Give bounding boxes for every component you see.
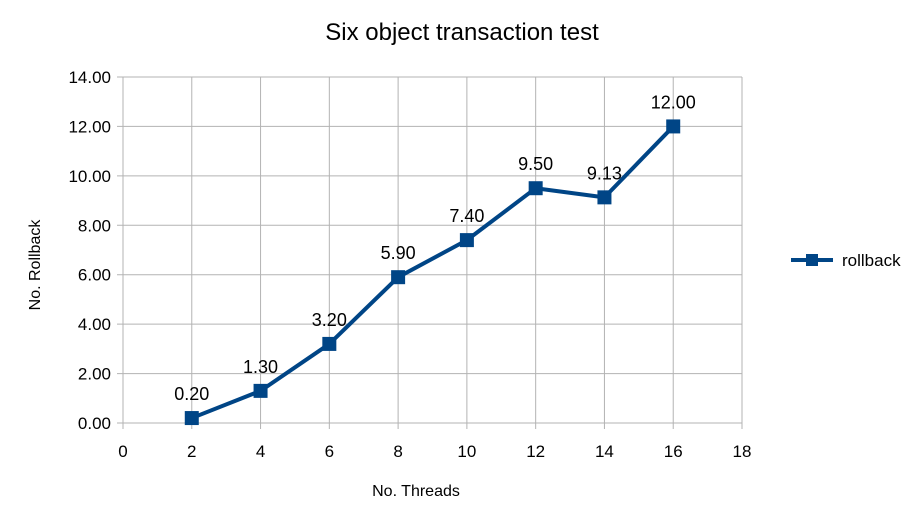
x-tick-label: 4 <box>256 442 265 461</box>
data-label: 9.13 <box>587 163 622 183</box>
legend-marker <box>806 254 818 266</box>
y-tick-label: 6.00 <box>78 266 111 285</box>
data-label: 12.00 <box>651 92 696 112</box>
y-tick-label: 14.00 <box>68 68 111 87</box>
legend: rollback <box>791 251 901 270</box>
data-labels: 0.20 1.30 3.20 5.90 7.40 9.50 9.13 12.00 <box>174 92 695 404</box>
y-tick-label: 8.00 <box>78 216 111 235</box>
legend-label-rollback: rollback <box>842 251 901 270</box>
y-tick-label: 12.00 <box>68 117 111 136</box>
data-label: 1.30 <box>243 357 278 377</box>
y-axis-ticks: 0.00 2.00 4.00 6.00 8.00 10.00 12.00 14.00 <box>68 68 111 433</box>
data-label: 3.20 <box>312 310 347 330</box>
data-point <box>528 181 543 196</box>
x-tick-label: 12 <box>526 442 545 461</box>
y-tick-label: 2.00 <box>78 365 111 384</box>
data-point <box>253 383 268 398</box>
data-point <box>666 119 681 134</box>
data-point <box>184 411 199 426</box>
x-tick-label: 16 <box>664 442 683 461</box>
x-axis-title: No. Threads <box>372 483 460 500</box>
x-tick-label: 18 <box>733 442 752 461</box>
x-tick-label: 6 <box>325 442 334 461</box>
x-tick-label: 14 <box>595 442 614 461</box>
x-axis-ticks: 0 2 4 6 8 10 12 14 16 18 <box>118 442 751 461</box>
data-label: 5.90 <box>381 243 416 263</box>
x-tick-label: 0 <box>118 442 127 461</box>
x-tick-label: 10 <box>457 442 476 461</box>
data-label: 9.50 <box>518 154 553 174</box>
chart-title: Six object transaction test <box>325 19 599 46</box>
y-tick-label: 0.00 <box>78 414 111 433</box>
data-label: 7.40 <box>449 206 484 226</box>
data-point <box>597 190 612 205</box>
data-point <box>459 233 474 248</box>
x-tick-label: 2 <box>187 442 196 461</box>
series-rollback <box>184 119 681 426</box>
data-label: 0.20 <box>174 384 209 404</box>
gridlines <box>117 76 743 429</box>
x-tick-label: 8 <box>393 442 402 461</box>
y-axis-title: No. Rollback <box>27 219 44 311</box>
y-tick-label: 4.00 <box>78 315 111 334</box>
data-point <box>322 336 337 351</box>
data-point <box>391 270 406 285</box>
y-tick-label: 10.00 <box>68 167 111 186</box>
series-line <box>191 125 675 420</box>
